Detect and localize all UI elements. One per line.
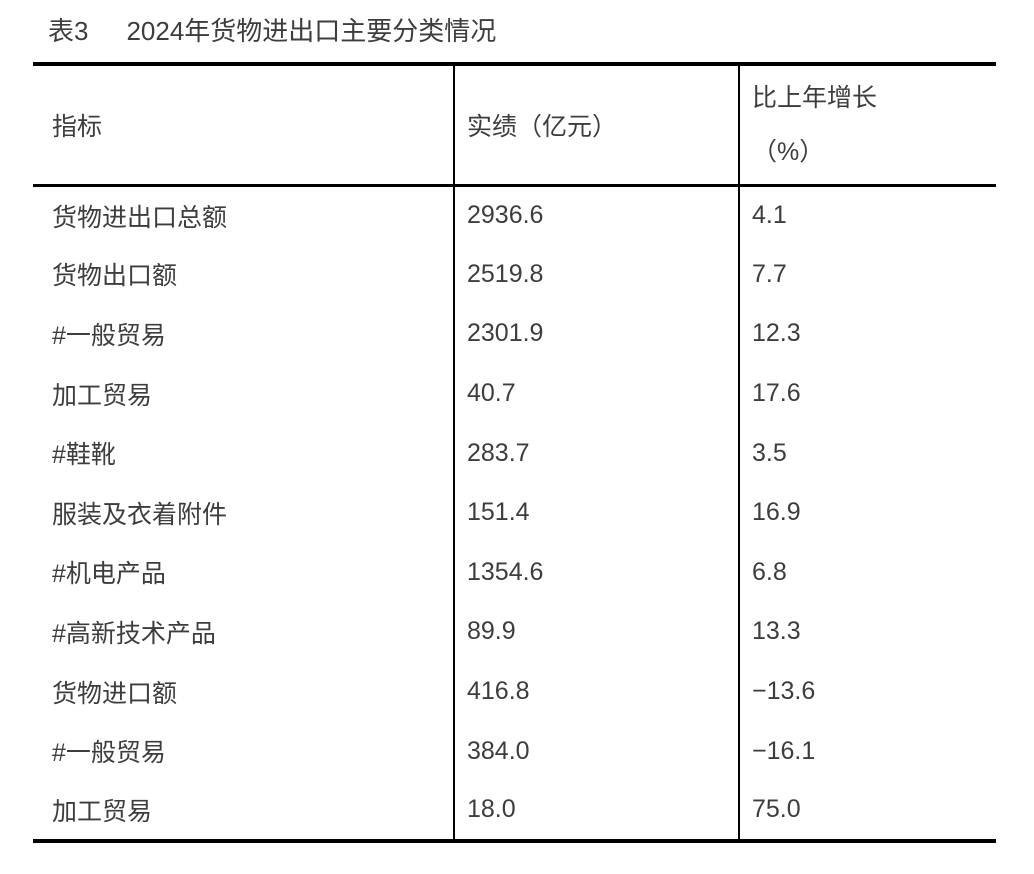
indicator-cell: 货物进口额 [33, 661, 455, 722]
table-title-text: 2024年货物进出口主要分类情况 [126, 16, 497, 46]
value-cell: 40.7 [454, 363, 740, 424]
indicator-cell: #机电产品 [33, 542, 455, 603]
growth-cell: 7.7 [752, 259, 787, 288]
value-cell: 89.9 [454, 602, 740, 662]
table-row: 货物进出口总额 2936.6 4.1 [33, 185, 996, 245]
table-title: 表3 2024年货物进出口主要分类情况 [48, 16, 496, 46]
indicator-cell: #高新技术产品 [33, 602, 455, 662]
growth-cell: 6.8 [752, 557, 787, 586]
value-cell: 1354.6 [454, 542, 740, 603]
table-row: 货物进口额 416.8 −13.6 [33, 661, 996, 722]
import-export-table: 指标 实绩（亿元） 比上年增长 （%） 货物进出口总额 2936.6 4.1 货物出口… [33, 62, 996, 843]
table-row: 服装及衣着附件 151.4 16.9 [33, 482, 996, 543]
indicator-cell: 货物进出口总额 [33, 185, 455, 245]
column-header-growth: 比上年增长 （%） [739, 64, 996, 187]
table-number-label: 表3 [48, 16, 89, 46]
value-cell: 151.4 [454, 482, 740, 543]
growth-cell: 3.5 [752, 438, 787, 467]
growth-cell: −16.1 [752, 736, 816, 765]
table-row: #鞋靴 283.7 3.5 [33, 423, 996, 483]
table-row: 加工贸易 18.0 75.0 [33, 780, 996, 841]
table-body: 货物进出口总额 2936.6 4.1 货物出口额 2519.8 7.7 #一般贸易 2301.… [33, 185, 996, 841]
growth-cell: 17.6 [752, 379, 801, 408]
value-cell: 384.0 [454, 721, 740, 781]
growth-cell: 16.9 [752, 498, 801, 527]
value-cell: 2301.9 [454, 304, 740, 364]
value-cell: 18.0 [454, 780, 740, 841]
value-cell: 2936.6 [454, 185, 740, 245]
growth-cell: 12.3 [752, 319, 801, 348]
indicator-cell: 加工贸易 [33, 780, 455, 841]
table-row: 加工贸易 40.7 17.6 [33, 363, 996, 424]
table-row: 货物出口额 2519.8 7.7 [33, 244, 996, 305]
indicator-cell: 加工贸易 [33, 363, 455, 424]
value-cell: 2519.8 [454, 244, 740, 305]
table-row: #一般贸易 2301.9 12.3 [33, 304, 996, 364]
header-row: 指标 实绩（亿元） 比上年增长 （%） [33, 64, 996, 187]
growth-cell: −13.6 [752, 677, 816, 706]
growth-cell: 4.1 [752, 201, 787, 230]
growth-cell: 13.3 [752, 617, 801, 646]
column-header-indicator: 指标 [33, 64, 455, 187]
table-row: #高新技术产品 89.9 13.3 [33, 602, 996, 662]
indicator-cell: #一般贸易 [33, 721, 455, 781]
growth-cell: 75.0 [752, 795, 801, 824]
table-row: #一般贸易 384.0 −16.1 [33, 721, 996, 781]
column-header-value: 实绩（亿元） [454, 64, 740, 187]
indicator-cell: #鞋靴 [33, 423, 455, 483]
value-cell: 416.8 [454, 661, 740, 722]
indicator-cell: 货物出口额 [33, 244, 455, 305]
table-row: #机电产品 1354.6 6.8 [33, 542, 996, 603]
indicator-cell: #一般贸易 [33, 304, 455, 364]
value-cell: 283.7 [454, 423, 740, 483]
indicator-cell: 服装及衣着附件 [33, 482, 455, 543]
